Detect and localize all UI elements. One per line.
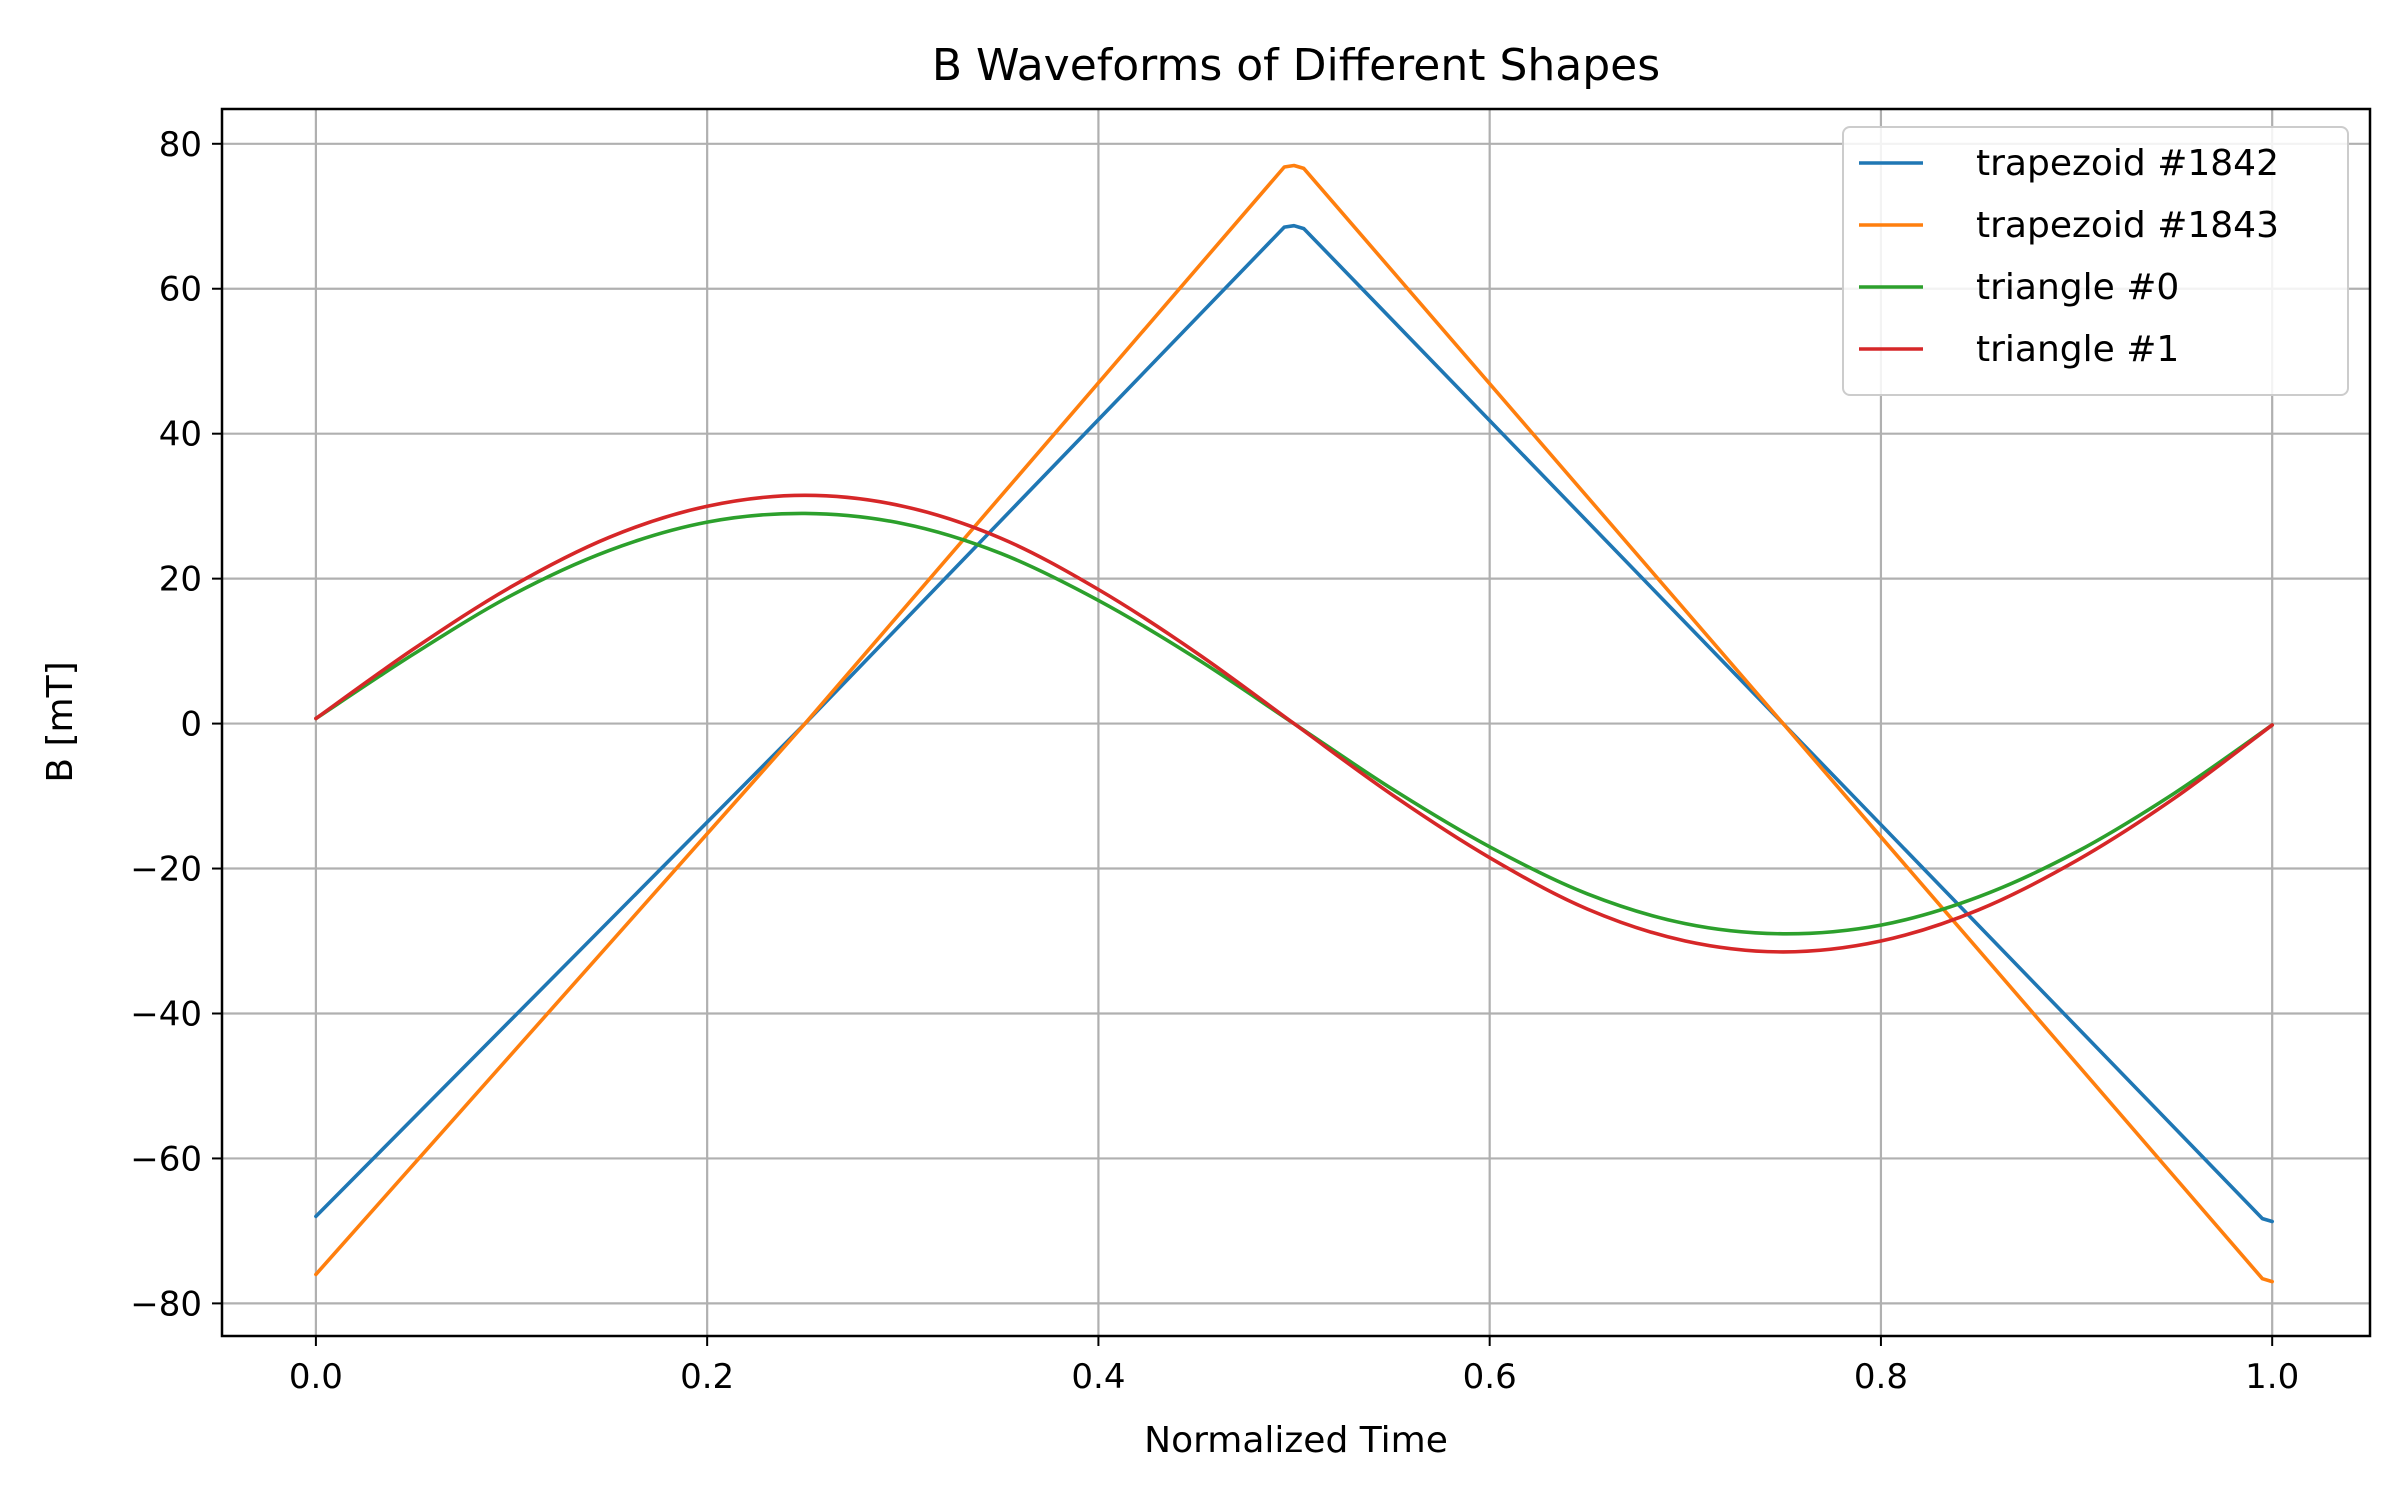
legend-label: triangle #0 <box>1976 267 2179 308</box>
x-tick-label: 0.4 <box>1071 1357 1125 1397</box>
plot-frame <box>220 107 2372 1338</box>
y-tick-label: −20 <box>130 850 202 890</box>
series-line-3 <box>314 493 2274 954</box>
series-lines <box>314 163 2274 1284</box>
y-tick-label: −80 <box>130 1284 202 1324</box>
legend-box <box>1842 126 2349 396</box>
legend-label: trapezoid #1843 <box>1976 205 2279 246</box>
y-tick-label: −40 <box>130 994 202 1034</box>
legend: trapezoid #1842 trapezoid #1843 triangle #… <box>1842 126 2349 396</box>
x-tick-label: 0.0 <box>289 1357 343 1397</box>
y-tick-label: −60 <box>130 1139 202 1179</box>
y-axis-label: B [mT] <box>40 661 81 782</box>
x-tick-label: 1.0 <box>2245 1357 2299 1397</box>
y-tick-label: 0 <box>180 705 202 745</box>
y-tick-label: 20 <box>159 560 202 600</box>
x-axis-label: Normalized Time <box>1144 1420 1448 1461</box>
y-tick-label: 60 <box>159 270 202 310</box>
x-axis: 0.0 0.2 0.4 0.6 0.8 1.0 <box>289 1336 2299 1397</box>
y-axis: −80 −60 −40 −20 0 20 40 60 80 <box>130 125 222 1324</box>
x-tick-label: 0.2 <box>680 1357 734 1397</box>
chart-title: B Waveforms of Different Shapes <box>932 40 1660 91</box>
x-tick-label: 0.8 <box>1854 1357 1908 1397</box>
legend-label: trapezoid #1842 <box>1976 143 2279 184</box>
x-tick-label: 0.6 <box>1463 1357 1517 1397</box>
series-line-1 <box>314 163 2274 1284</box>
legend-label: triangle #1 <box>1976 329 2179 370</box>
series-line-0 <box>314 223 2274 1224</box>
y-tick-label: 40 <box>159 415 202 455</box>
y-tick-label: 80 <box>159 125 202 165</box>
